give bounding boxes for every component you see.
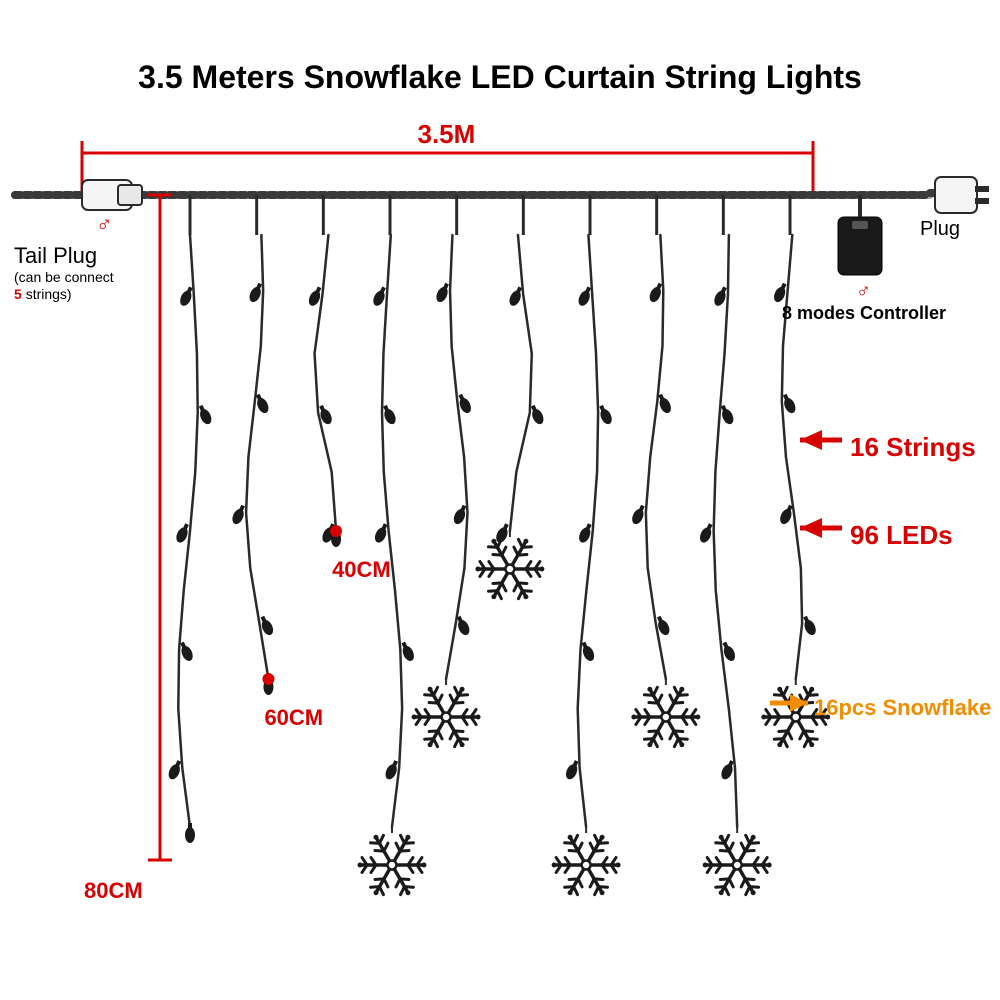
snowflake-icon: [552, 835, 621, 895]
width-dimension: 3.5M: [418, 119, 476, 150]
depth-label: 40CM: [332, 557, 391, 583]
strings-count-label: 16 Strings: [850, 432, 976, 463]
plug-label: Plug: [920, 217, 960, 241]
snowflake-icon: [703, 835, 772, 895]
snowflake-icon: [412, 687, 481, 747]
leds-count-label: 96 LEDs: [850, 520, 953, 551]
tail-plug-sub: (can be connect5 strings): [14, 269, 114, 303]
snowflake-icon: [475, 539, 544, 599]
controller-label: 8 modes Controller: [782, 303, 946, 325]
snowflake-count-label: 16pcs Snowflake: [814, 695, 991, 721]
snowflake-icon: [357, 835, 426, 895]
tail-plug-label: Tail Plug: [14, 243, 97, 269]
depth-label: 80CM: [84, 878, 143, 904]
tail-plug-male-icon: ♂: [96, 211, 113, 237]
depth-label: 60CM: [264, 705, 323, 731]
controller-male-icon: ♂: [856, 279, 871, 303]
snowflake-icon: [631, 687, 700, 747]
page-title: 3.5 Meters Snowflake LED Curtain String …: [0, 58, 1000, 96]
